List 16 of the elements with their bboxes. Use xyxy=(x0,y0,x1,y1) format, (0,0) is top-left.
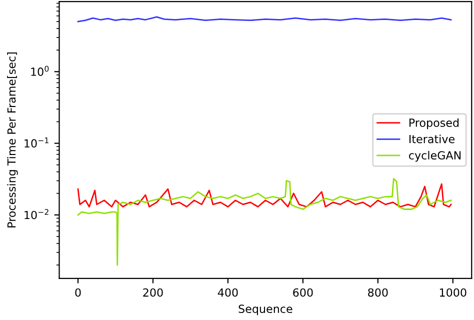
y-tick-label: 10$^{−1}$ xyxy=(24,138,48,148)
x-tick-label: 400 xyxy=(218,288,238,297)
x-tick-label: 600 xyxy=(293,288,313,297)
x-tick-label: 800 xyxy=(368,288,388,297)
x-tick-label: 200 xyxy=(143,288,163,297)
y-tick-label: 10$^{−2}$ xyxy=(24,209,48,220)
y-axis-title: Processing Time Per Frame[sec] xyxy=(7,52,18,228)
y-tick-label: 10$^{0}$ xyxy=(31,66,49,76)
x-tick-label: 0 xyxy=(75,288,81,297)
x-axis-title: Sequence xyxy=(238,304,292,316)
line-series xyxy=(77,183,452,208)
legend-label: cycleGAN xyxy=(409,150,461,162)
legend-label: Iterative xyxy=(409,134,454,144)
x-tick-label: 1000 xyxy=(440,288,466,297)
legend-label: Proposed xyxy=(409,118,459,130)
line-series xyxy=(77,178,452,266)
